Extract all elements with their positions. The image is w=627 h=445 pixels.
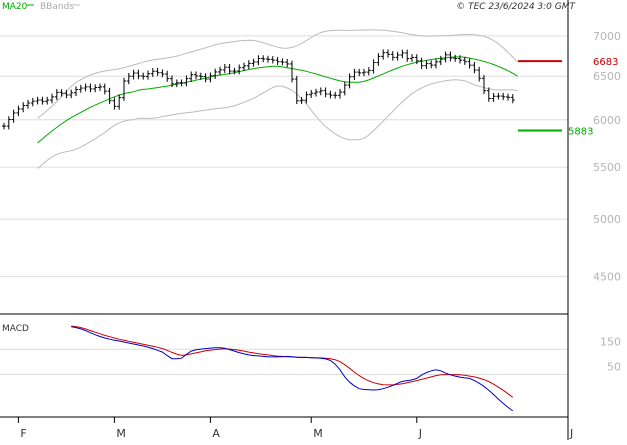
x-tick-label: M <box>116 427 126 440</box>
level-label: 6683 <box>593 57 618 68</box>
price-tick-label: 6000 <box>593 114 621 127</box>
macd-title: MACD <box>2 324 29 334</box>
macd-tick-label: 150 <box>600 335 621 348</box>
grid-lines <box>0 35 568 375</box>
chart-frame <box>0 0 569 440</box>
bbands-lower-line <box>37 79 518 169</box>
legend-ma20: MA20 <box>2 2 28 12</box>
price-tick-label: 4500 <box>593 270 621 283</box>
copyright-text: © TEC 23/6/2024 3:0 GMT <box>456 2 576 12</box>
macd-tick-label: 50 <box>607 361 621 374</box>
x-tick-label: J <box>569 427 573 440</box>
price-tick-label: 5500 <box>593 161 621 174</box>
price-tick-label: 5000 <box>593 213 621 226</box>
level-label: 5883 <box>568 127 593 138</box>
bollinger-bands <box>37 29 518 169</box>
level-lines: 6683 5883 <box>518 57 618 138</box>
ma20-line <box>37 56 518 144</box>
x-tick-label: J <box>418 427 422 440</box>
price-bars <box>2 49 515 130</box>
legend-bbands: BBands <box>40 2 74 12</box>
ma20-path <box>37 56 518 144</box>
price-tick-label: 6500 <box>593 70 621 83</box>
header: MA20 BBands © TEC 23/6/2024 3:0 GMT <box>2 2 577 12</box>
macd-lines <box>71 325 514 412</box>
x-tick-label: M <box>313 427 323 440</box>
bbands-upper-line <box>37 29 518 119</box>
x-tick-label: F <box>20 427 26 440</box>
y-axis-labels: 7000 6500 6000 5500 5000 4500 150 50 <box>593 30 621 374</box>
macd-main-line <box>71 326 514 412</box>
price-tick-label: 7000 <box>593 30 621 43</box>
x-tick-label: A <box>212 427 220 440</box>
macd-signal-line <box>71 325 514 398</box>
